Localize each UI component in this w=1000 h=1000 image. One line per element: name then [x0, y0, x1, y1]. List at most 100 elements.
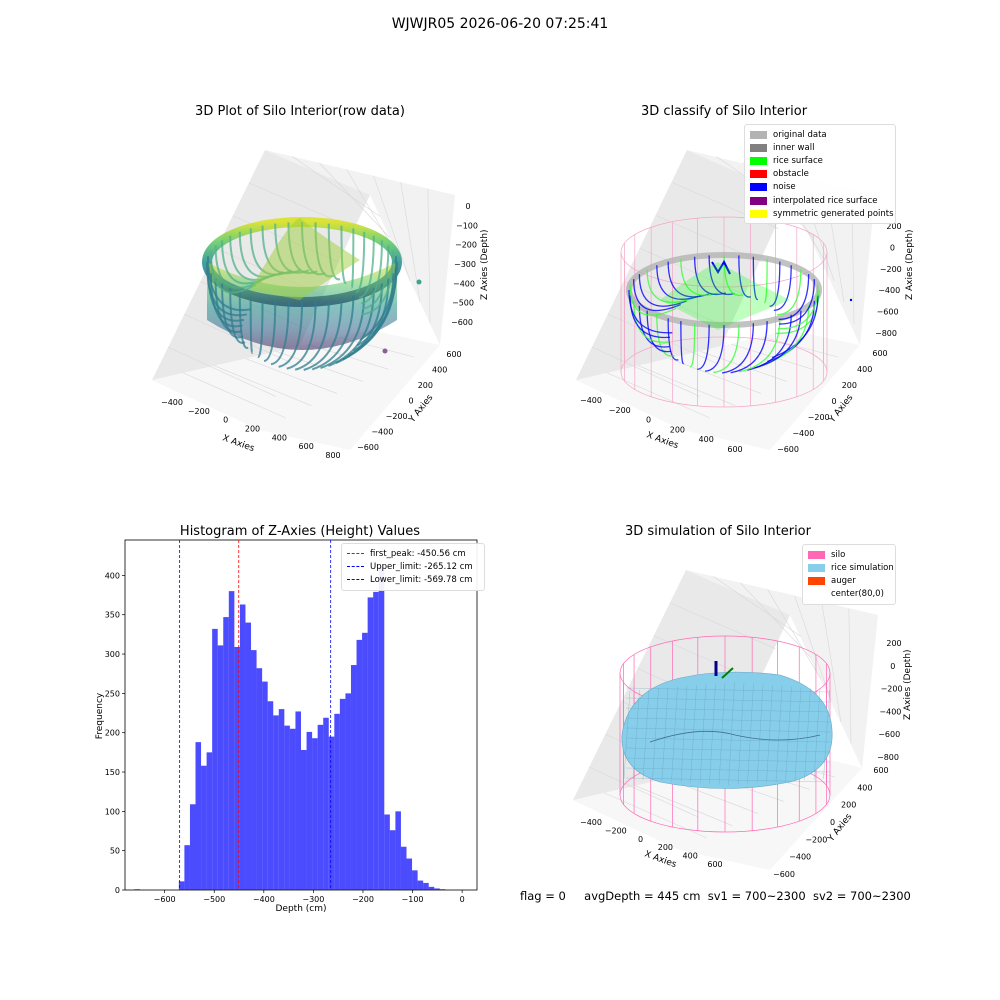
flag-text: flag = 0 [520, 889, 566, 903]
point-strand [278, 301, 303, 368]
legend-swatch [750, 196, 767, 205]
legend-label: Upper_limit: -265.12 cm [370, 561, 473, 572]
legend-swatch [808, 563, 825, 572]
legend-item-symmetric-generated-points: symmetric generated points [750, 207, 894, 220]
raw-plot-title: 3D Plot of Silo Interior(row data) [195, 104, 405, 119]
point-strand [358, 235, 375, 299]
histogram-bar [400, 846, 407, 890]
raw-xlabel: X Axies [221, 433, 256, 454]
point-strand [238, 292, 249, 349]
histogram-bar [317, 724, 324, 890]
y-tick-label: 200 [842, 381, 857, 390]
z-tick-label: 200 [886, 222, 901, 231]
legend-label: symmetric generated points [773, 208, 894, 219]
z-tick-label: −400 [453, 279, 475, 288]
mesh-line [747, 683, 754, 784]
figure-title: WJWJR05 2026-06-20 07:25:41 [391, 16, 609, 32]
histogram-bar [212, 628, 218, 890]
classified-strand [776, 269, 802, 316]
y-tick-label: 600 [446, 350, 461, 359]
legend-label: Lower_limit: -569.78 cm [370, 574, 473, 585]
classify-legend: original data inner wall rice surface ob… [744, 124, 896, 225]
y-tick-label: −600 [777, 445, 799, 454]
mesh-line [775, 685, 783, 783]
x-tick-label: 0 [646, 416, 651, 425]
mesh-line [823, 689, 830, 780]
legend-item-lower-limit: Lower_limit: -569.78 cm [347, 573, 479, 586]
rice-surface-points [660, 262, 790, 330]
legend-item-rice-simulation: rice simulation [808, 561, 894, 574]
mesh-line [625, 767, 831, 773]
mesh-line [625, 757, 831, 763]
classified-strand [646, 269, 694, 303]
z-tick-label: −600 [877, 308, 899, 317]
histogram-bar [417, 880, 424, 890]
mesh-line [671, 686, 678, 782]
histogram-bar [356, 639, 363, 890]
histogram-bar [423, 882, 429, 890]
histogram-bar [350, 665, 357, 890]
cloud-center [250, 218, 360, 300]
classified-strand [667, 261, 710, 298]
y-tick-label: −400 [789, 853, 811, 862]
histogram-bar [217, 645, 224, 890]
x-tick-label: −400 [580, 818, 602, 827]
classified-strand [656, 265, 702, 300]
y-tick-label: 150 [105, 768, 120, 777]
histogram-bar [339, 698, 346, 890]
mesh-line [766, 685, 773, 783]
point-strand [303, 298, 343, 371]
histogram-bar [328, 736, 335, 890]
histogram-bar [306, 731, 313, 890]
histogram-bar [273, 715, 279, 890]
mesh-line [623, 690, 631, 779]
histogram-bar [373, 591, 379, 890]
point-strand [221, 283, 244, 339]
classified-strand [752, 256, 759, 301]
y-tick-label: −200 [386, 412, 408, 421]
z-tick-label: −800 [877, 753, 899, 762]
point-strand [256, 298, 264, 359]
point-strand [263, 300, 277, 362]
outlier-point [382, 348, 388, 354]
x-tick-label: −400 [161, 398, 183, 407]
classified-strand [693, 256, 727, 295]
x-tick-label: 600 [727, 445, 742, 454]
z-tick-label: −200 [455, 241, 477, 250]
classified-strand [697, 324, 710, 370]
histogram-bar [367, 597, 374, 890]
histogram-bar [184, 845, 190, 890]
point-strand [270, 301, 290, 366]
legend-item-noise: noise [750, 181, 890, 194]
histogram-bar [323, 717, 329, 890]
point-strand [360, 240, 383, 305]
pane-back [686, 570, 878, 768]
point-strand [206, 261, 247, 317]
classified-strand [778, 279, 815, 325]
histogram-bar [201, 765, 207, 890]
x-tick-label: −200 [605, 826, 627, 835]
histogram-bar [289, 728, 296, 890]
y-tick-label: 200 [418, 381, 433, 390]
x-tick-label: 400 [699, 435, 714, 444]
mesh-line [625, 727, 831, 733]
rice-mesh [623, 681, 831, 786]
legend-swatch [808, 550, 825, 559]
histogram-bar [334, 713, 340, 890]
y-tick-label: 300 [105, 650, 120, 659]
histogram-bar [278, 709, 285, 890]
classified-strand [778, 274, 810, 321]
x-tick-label: −600 [154, 895, 176, 904]
simulation-legend: silo rice simulation auger center(80,0) [802, 544, 896, 605]
mesh-line [625, 687, 831, 693]
histogram-legend: first_peak: -450.56 cm Upper_limit: -265… [341, 543, 485, 591]
mesh-line [625, 697, 831, 703]
obstacle-cluster [711, 259, 731, 275]
x-tick-label: 0 [460, 895, 465, 904]
classified-points [628, 254, 820, 374]
y-tick-label: 0 [831, 397, 836, 406]
legend-swatch [750, 130, 767, 139]
legend-swatch [808, 590, 825, 598]
legend-label: rice simulation [831, 562, 894, 573]
legend-label: inner wall [773, 142, 815, 153]
